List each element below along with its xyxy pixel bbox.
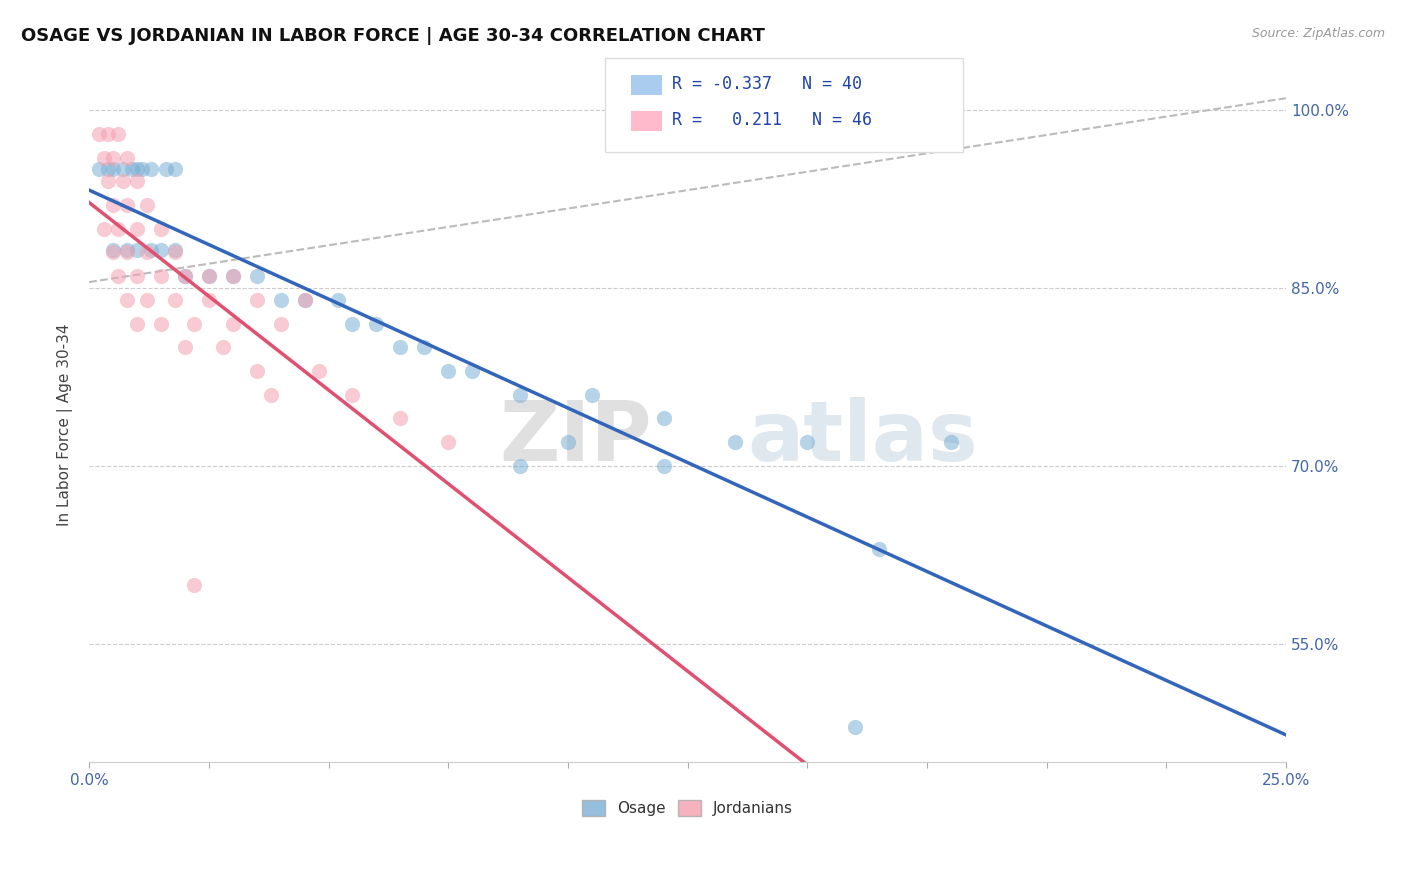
Text: ZIP: ZIP bbox=[499, 398, 651, 478]
Point bbox=[183, 577, 205, 591]
Point bbox=[939, 435, 962, 450]
Point bbox=[131, 162, 153, 177]
Point bbox=[461, 364, 484, 378]
Point bbox=[97, 127, 120, 141]
Point bbox=[125, 269, 148, 284]
Point bbox=[342, 388, 364, 402]
Point bbox=[246, 364, 269, 378]
Point bbox=[87, 127, 110, 141]
Point bbox=[652, 458, 675, 473]
Point bbox=[260, 388, 283, 402]
Point bbox=[212, 340, 235, 354]
Point bbox=[868, 541, 890, 556]
Point bbox=[413, 340, 436, 354]
Point bbox=[97, 162, 120, 177]
Point bbox=[111, 162, 134, 177]
Point bbox=[326, 293, 349, 307]
Point bbox=[724, 435, 747, 450]
Point bbox=[222, 269, 245, 284]
Point bbox=[437, 435, 460, 450]
Point bbox=[366, 317, 388, 331]
Point bbox=[141, 162, 163, 177]
Point bbox=[101, 245, 124, 260]
Point bbox=[117, 198, 139, 212]
Point bbox=[294, 293, 316, 307]
Point bbox=[135, 293, 157, 307]
Text: atlas: atlas bbox=[748, 398, 979, 478]
Point bbox=[111, 174, 134, 188]
Point bbox=[107, 269, 129, 284]
Point bbox=[149, 269, 172, 284]
Point bbox=[135, 245, 157, 260]
Point bbox=[97, 174, 120, 188]
Point bbox=[294, 293, 316, 307]
Point bbox=[509, 388, 531, 402]
Point bbox=[155, 162, 177, 177]
Point bbox=[222, 317, 245, 331]
Text: R = -0.337   N = 40: R = -0.337 N = 40 bbox=[672, 75, 862, 93]
Point bbox=[149, 243, 172, 257]
Point bbox=[246, 293, 269, 307]
Point bbox=[125, 221, 148, 235]
Point bbox=[198, 269, 221, 284]
Legend: Osage, Jordanians: Osage, Jordanians bbox=[576, 794, 799, 822]
Point bbox=[174, 269, 197, 284]
Text: R =   0.211   N = 46: R = 0.211 N = 46 bbox=[672, 112, 872, 129]
Point bbox=[183, 317, 205, 331]
Point bbox=[796, 435, 818, 450]
Point bbox=[101, 243, 124, 257]
Point bbox=[557, 435, 579, 450]
Point bbox=[198, 269, 221, 284]
Text: OSAGE VS JORDANIAN IN LABOR FORCE | AGE 30-34 CORRELATION CHART: OSAGE VS JORDANIAN IN LABOR FORCE | AGE … bbox=[21, 27, 765, 45]
Point bbox=[270, 293, 292, 307]
Point bbox=[165, 243, 187, 257]
Point bbox=[117, 243, 139, 257]
Point bbox=[107, 127, 129, 141]
Point bbox=[174, 269, 197, 284]
Point bbox=[125, 162, 148, 177]
Point bbox=[509, 458, 531, 473]
Point bbox=[844, 720, 866, 734]
Point bbox=[270, 317, 292, 331]
Point bbox=[652, 411, 675, 425]
Point bbox=[165, 293, 187, 307]
Point bbox=[101, 151, 124, 165]
Point bbox=[389, 340, 412, 354]
Point bbox=[149, 317, 172, 331]
Point bbox=[342, 317, 364, 331]
Point bbox=[101, 198, 124, 212]
Y-axis label: In Labor Force | Age 30-34: In Labor Force | Age 30-34 bbox=[58, 323, 73, 525]
Point bbox=[107, 221, 129, 235]
Point bbox=[308, 364, 330, 378]
Point bbox=[117, 245, 139, 260]
Point bbox=[581, 388, 603, 402]
Point bbox=[125, 243, 148, 257]
Point bbox=[149, 221, 172, 235]
Point bbox=[174, 340, 197, 354]
Point bbox=[125, 174, 148, 188]
Point bbox=[437, 364, 460, 378]
Text: Source: ZipAtlas.com: Source: ZipAtlas.com bbox=[1251, 27, 1385, 40]
Point bbox=[121, 162, 143, 177]
Point bbox=[141, 243, 163, 257]
Point bbox=[389, 411, 412, 425]
Point bbox=[93, 221, 115, 235]
Point bbox=[246, 269, 269, 284]
Point bbox=[117, 151, 139, 165]
Point bbox=[125, 317, 148, 331]
Point bbox=[101, 162, 124, 177]
Point bbox=[222, 269, 245, 284]
Point bbox=[165, 245, 187, 260]
Point bbox=[135, 198, 157, 212]
Point bbox=[198, 293, 221, 307]
Point bbox=[93, 151, 115, 165]
Point bbox=[165, 162, 187, 177]
Point bbox=[87, 162, 110, 177]
Point bbox=[117, 293, 139, 307]
